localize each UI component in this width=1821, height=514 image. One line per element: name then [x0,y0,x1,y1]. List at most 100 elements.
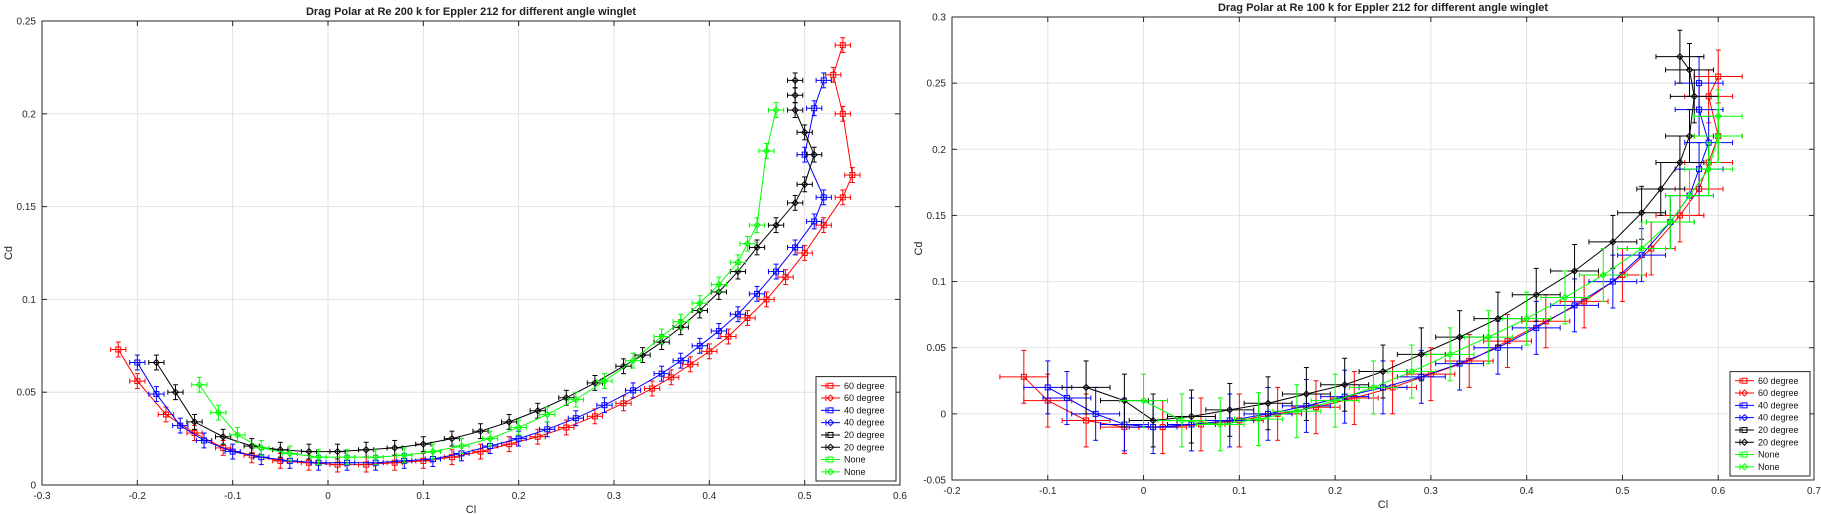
diamond-marker [753,243,761,252]
data-point [1425,327,1475,382]
square-marker [448,454,455,461]
data-point [215,428,232,445]
square-marker [1609,278,1616,285]
data-point [172,417,189,434]
data-point [815,189,832,206]
legend-entry: None [1735,462,1780,472]
chart-title-left: Drag Polar at Re 200 k for Eppler 212 fo… [306,6,636,18]
diamond-marker [1226,406,1234,414]
data-point [758,142,775,159]
diamond-marker [619,362,628,370]
data-point [1444,333,1494,388]
data-point [539,406,556,423]
data-point [338,449,356,466]
diamond-marker [1302,390,1311,398]
square-marker [1063,394,1070,401]
data-point [529,402,546,419]
data-point [748,217,766,234]
legend-entry: 40 degree [821,418,885,428]
data-point [1128,393,1178,448]
diamond-marker [600,377,609,385]
square-marker [591,413,598,420]
data-point [777,269,794,286]
data-point [1473,291,1523,346]
x-tick-label: 0.7 [1807,486,1821,497]
data-point [739,310,756,326]
data-point [396,447,413,464]
diamond-marker [314,453,323,461]
data-point [834,37,851,54]
series-none [191,102,785,466]
series-line [136,80,825,464]
data-point [1157,393,1207,448]
data-point [624,352,642,369]
data-point [329,443,346,460]
data-point [415,436,432,453]
diamond-marker [1561,293,1569,302]
x-tick-label: 0.4 [702,491,716,502]
diamond-marker [1637,244,1646,253]
data-point [1310,373,1360,428]
data-point [653,328,670,345]
square-marker [534,433,541,440]
square-marker [811,105,818,112]
diamond-marker [1685,132,1694,140]
square-marker [763,296,770,303]
diamond-marker [762,147,771,155]
square-marker [572,415,579,422]
y-tick-label: 0.25 [17,17,37,28]
y-tick-label: 0.05 [927,343,947,354]
diamond-marker [514,423,523,432]
diamond-marker [448,434,456,443]
square-marker [744,314,751,321]
diamond-marker [800,128,809,137]
square-marker [782,274,789,281]
y-tick-label: -0.05 [923,476,946,487]
diamond-marker [572,395,580,404]
square-marker [696,342,703,349]
data-point [229,426,246,443]
data-point [729,306,747,323]
data-point [787,194,804,211]
data-point [624,382,642,399]
y-tick-label: 0.3 [932,13,946,24]
y-axis-label-right: Cd [913,241,925,255]
data-point [310,449,327,466]
data-point [1167,389,1216,444]
diamond-marker [810,150,818,159]
square-marker [687,361,694,368]
x-tick-label: 0.5 [1615,486,1629,497]
diamond-marker [1637,209,1646,217]
diamond-marker [1676,158,1684,167]
data-point [729,254,747,271]
data-point [195,432,213,449]
diamond-marker [1494,314,1502,323]
diamond-marker [1178,416,1186,425]
data-point [691,295,708,312]
data-point [510,419,527,436]
legend-label: 20 degree [1758,437,1799,447]
diamond-marker [1417,350,1426,359]
data-point [1234,392,1283,447]
data-point [825,66,842,83]
legend-label: 20 degree [1758,425,1799,435]
data-point [129,354,146,371]
y-tick-label: 0.1 [22,295,36,306]
data-point [739,235,756,252]
data-point [644,380,661,397]
square-marker [601,402,608,409]
data-point [1617,185,1667,240]
square-marker [134,378,141,385]
y-tick-label: 0.1 [932,277,946,288]
diamond-marker [305,447,313,456]
x-tick-label: 0.4 [1520,486,1534,497]
diamond-marker [257,444,265,452]
square-marker [563,424,570,431]
diamond-marker [1484,333,1493,341]
data-point [424,443,441,460]
diamond-marker [276,446,285,454]
diamond-marker [400,451,408,460]
y-tick-label: 0.2 [22,109,36,120]
square-marker [820,77,827,84]
diamond-marker [1379,367,1387,376]
